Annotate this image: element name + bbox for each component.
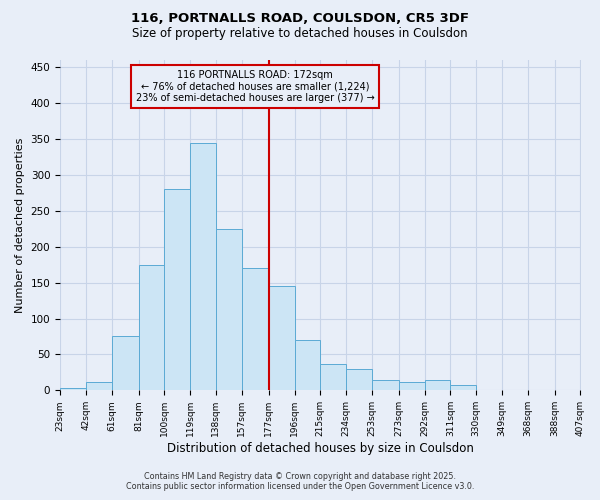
Bar bbox=[216, 229, 242, 390]
Bar bbox=[86, 382, 112, 390]
X-axis label: Distribution of detached houses by size in Coulsdon: Distribution of detached houses by size … bbox=[167, 442, 474, 455]
Bar bbox=[269, 286, 295, 391]
Bar bbox=[60, 388, 86, 390]
Text: Size of property relative to detached houses in Coulsdon: Size of property relative to detached ho… bbox=[132, 28, 468, 40]
Bar bbox=[112, 336, 139, 390]
Bar bbox=[372, 380, 399, 390]
Bar bbox=[139, 264, 164, 390]
Bar bbox=[164, 190, 190, 390]
Bar bbox=[242, 268, 269, 390]
Bar bbox=[399, 382, 425, 390]
Text: 116 PORTNALLS ROAD: 172sqm
← 76% of detached houses are smaller (1,224)
23% of s: 116 PORTNALLS ROAD: 172sqm ← 76% of deta… bbox=[136, 70, 374, 103]
Bar bbox=[320, 364, 346, 390]
Bar bbox=[295, 340, 320, 390]
Y-axis label: Number of detached properties: Number of detached properties bbox=[15, 138, 25, 313]
Bar bbox=[346, 369, 372, 390]
Text: Contains HM Land Registry data © Crown copyright and database right 2025.
Contai: Contains HM Land Registry data © Crown c… bbox=[126, 472, 474, 491]
Bar bbox=[190, 142, 216, 390]
Text: 116, PORTNALLS ROAD, COULSDON, CR5 3DF: 116, PORTNALLS ROAD, COULSDON, CR5 3DF bbox=[131, 12, 469, 26]
Bar bbox=[425, 380, 451, 390]
Bar bbox=[451, 386, 476, 390]
